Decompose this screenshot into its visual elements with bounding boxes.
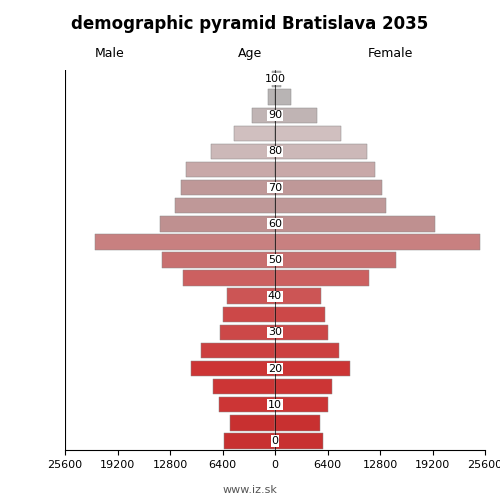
Bar [94, 234, 275, 250]
Text: Age: Age [238, 47, 262, 60]
Bar [275, 126, 342, 141]
Bar [234, 126, 275, 141]
Bar [228, 288, 275, 304]
Bar [275, 415, 320, 430]
Bar [252, 108, 275, 123]
Bar [201, 343, 275, 358]
Bar [275, 252, 396, 268]
Bar [186, 162, 275, 177]
Text: 0: 0 [272, 436, 278, 446]
Text: www.iz.sk: www.iz.sk [222, 485, 278, 495]
Bar [275, 288, 321, 304]
Text: 50: 50 [268, 255, 282, 265]
Text: Male: Male [95, 47, 125, 60]
Bar [230, 415, 275, 430]
Bar [275, 234, 480, 250]
Bar [275, 434, 324, 448]
Bar [275, 162, 375, 177]
Bar [275, 270, 370, 286]
Bar [268, 90, 275, 105]
Bar [162, 252, 275, 268]
Bar [275, 343, 339, 358]
Text: 30: 30 [268, 328, 282, 338]
Bar [192, 361, 275, 376]
Bar [275, 379, 332, 394]
Bar [275, 361, 350, 376]
Bar [183, 270, 275, 286]
Text: 100: 100 [264, 74, 285, 84]
Bar [275, 144, 367, 159]
Bar [275, 180, 382, 196]
Text: 20: 20 [268, 364, 282, 374]
Text: 40: 40 [268, 291, 282, 301]
Bar [275, 397, 328, 412]
Bar [211, 144, 275, 159]
Bar [275, 90, 290, 105]
Text: 70: 70 [268, 182, 282, 192]
Bar [220, 324, 275, 340]
Bar [219, 397, 275, 412]
Text: 60: 60 [268, 219, 282, 229]
Bar [224, 434, 275, 448]
Bar [275, 108, 317, 123]
Bar [275, 306, 325, 322]
Bar [275, 72, 281, 86]
Bar [275, 324, 328, 340]
Bar [275, 198, 386, 214]
Bar [160, 216, 275, 232]
Text: Female: Female [368, 47, 412, 60]
Bar [180, 180, 275, 196]
Bar [214, 379, 275, 394]
Bar [175, 198, 275, 214]
Text: demographic pyramid Bratislava 2035: demographic pyramid Bratislava 2035 [72, 15, 428, 33]
Bar [222, 306, 275, 322]
Text: 10: 10 [268, 400, 282, 410]
Bar [272, 72, 275, 86]
Bar [275, 216, 435, 232]
Text: 80: 80 [268, 146, 282, 156]
Text: 90: 90 [268, 110, 282, 120]
